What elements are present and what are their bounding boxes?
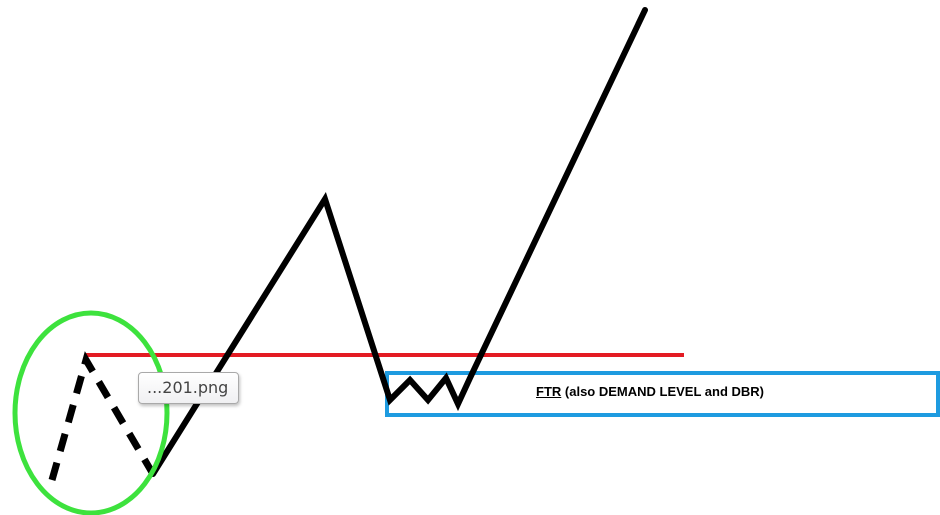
filename-tooltip: ...201.png xyxy=(138,372,240,404)
dashed-price-swing xyxy=(48,351,157,481)
price-path xyxy=(150,7,648,477)
demand-zone-label: FTR (also DEMAND LEVEL and DBR) xyxy=(536,384,764,399)
zone-description: (also DEMAND LEVEL and DBR) xyxy=(561,384,764,399)
ftr-abbreviation: FTR xyxy=(536,384,562,399)
highlight-circle xyxy=(12,310,170,515)
